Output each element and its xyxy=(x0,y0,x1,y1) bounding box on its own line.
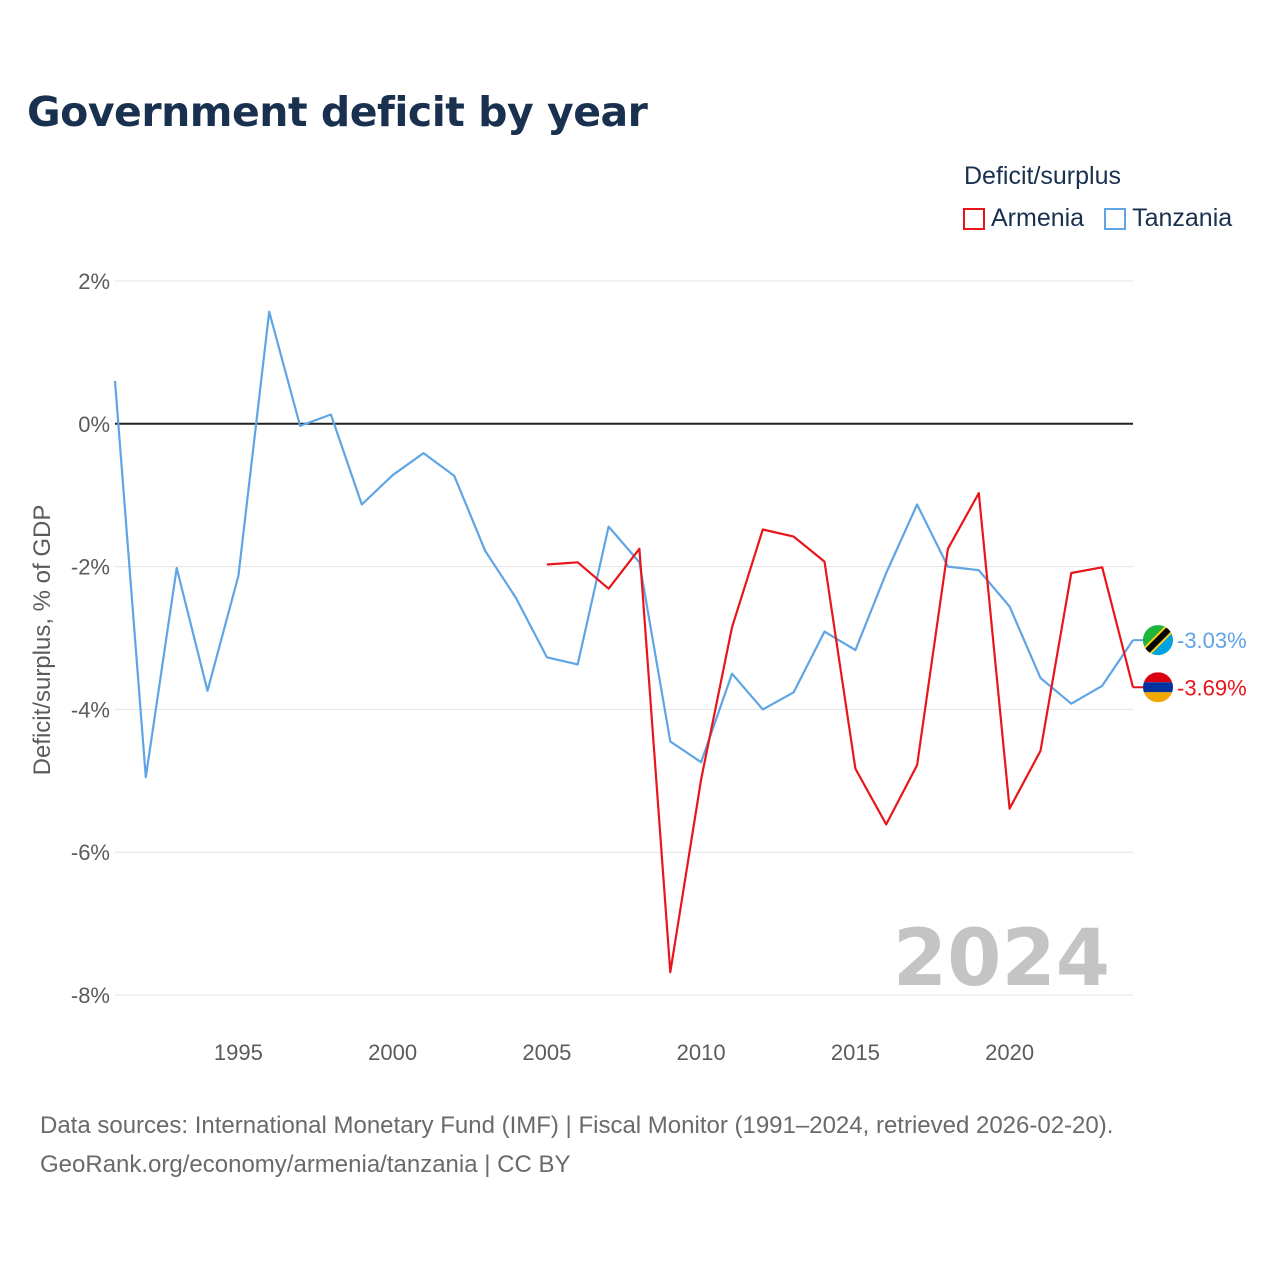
series-line-tanzania[interactable] xyxy=(113,310,1134,779)
source-note: Data sources: International Monetary Fun… xyxy=(40,1106,1113,1184)
x-tick-label: 1995 xyxy=(214,1040,263,1065)
y-tick-label: -8% xyxy=(71,983,110,1008)
legend-swatch-tanzania xyxy=(1104,207,1127,230)
legend-title: Deficit/surplus xyxy=(964,162,1121,190)
series-lines xyxy=(113,310,1135,974)
legend-label-armenia: Armenia xyxy=(991,204,1085,232)
x-tick-label: 2000 xyxy=(368,1040,417,1065)
x-tick-label: 2015 xyxy=(831,1040,880,1065)
gridlines xyxy=(115,280,1133,996)
end-label-armenia: -3.69% xyxy=(1177,675,1247,700)
series-end-labels: -3.69% -3.03% xyxy=(1133,625,1247,703)
source-line-1: Data sources: International Monetary Fun… xyxy=(40,1112,1114,1139)
series-line-armenia[interactable] xyxy=(546,492,1135,974)
legend-item-tanzania[interactable]: Tanzania xyxy=(1104,204,1232,233)
y-tick-label: -2% xyxy=(71,555,110,580)
year-watermark: 2024 xyxy=(893,914,1110,1004)
legend-swatch-armenia xyxy=(963,207,985,230)
legend: Armenia Tanzania xyxy=(963,204,1232,233)
source-line-2[interactable]: GeoRank.org/economy/armenia/tanzania | C… xyxy=(40,1151,571,1178)
y-axis-ticks: 2% 0% -2% -4% -6% -8% xyxy=(71,269,110,1008)
y-axis-label: Deficit/surplus, % of GDP xyxy=(29,505,56,776)
x-axis-ticks: 1995 2000 2005 2010 2015 2020 xyxy=(214,1040,1034,1065)
x-tick-label: 2020 xyxy=(985,1040,1034,1065)
tanzania-flag-icon xyxy=(1143,625,1173,656)
x-tick-label: 2005 xyxy=(522,1040,571,1065)
end-label-tanzania: -3.03% xyxy=(1177,628,1247,653)
y-tick-label: -4% xyxy=(71,697,110,722)
x-tick-label: 2010 xyxy=(677,1040,726,1065)
y-tick-label: 0% xyxy=(78,412,110,437)
line-chart: 2% 0% -2% -4% -6% -8% 1995 2000 2005 2010 2015 202… xyxy=(29,269,1247,1065)
legend-item-armenia[interactable]: Armenia xyxy=(963,204,1084,233)
armenia-flag-icon xyxy=(1143,672,1173,703)
page-title: Government deficit by year xyxy=(27,88,648,136)
y-tick-label: -6% xyxy=(71,840,110,865)
legend-label-tanzania: Tanzania xyxy=(1132,204,1233,232)
y-tick-label: 2% xyxy=(78,269,110,294)
